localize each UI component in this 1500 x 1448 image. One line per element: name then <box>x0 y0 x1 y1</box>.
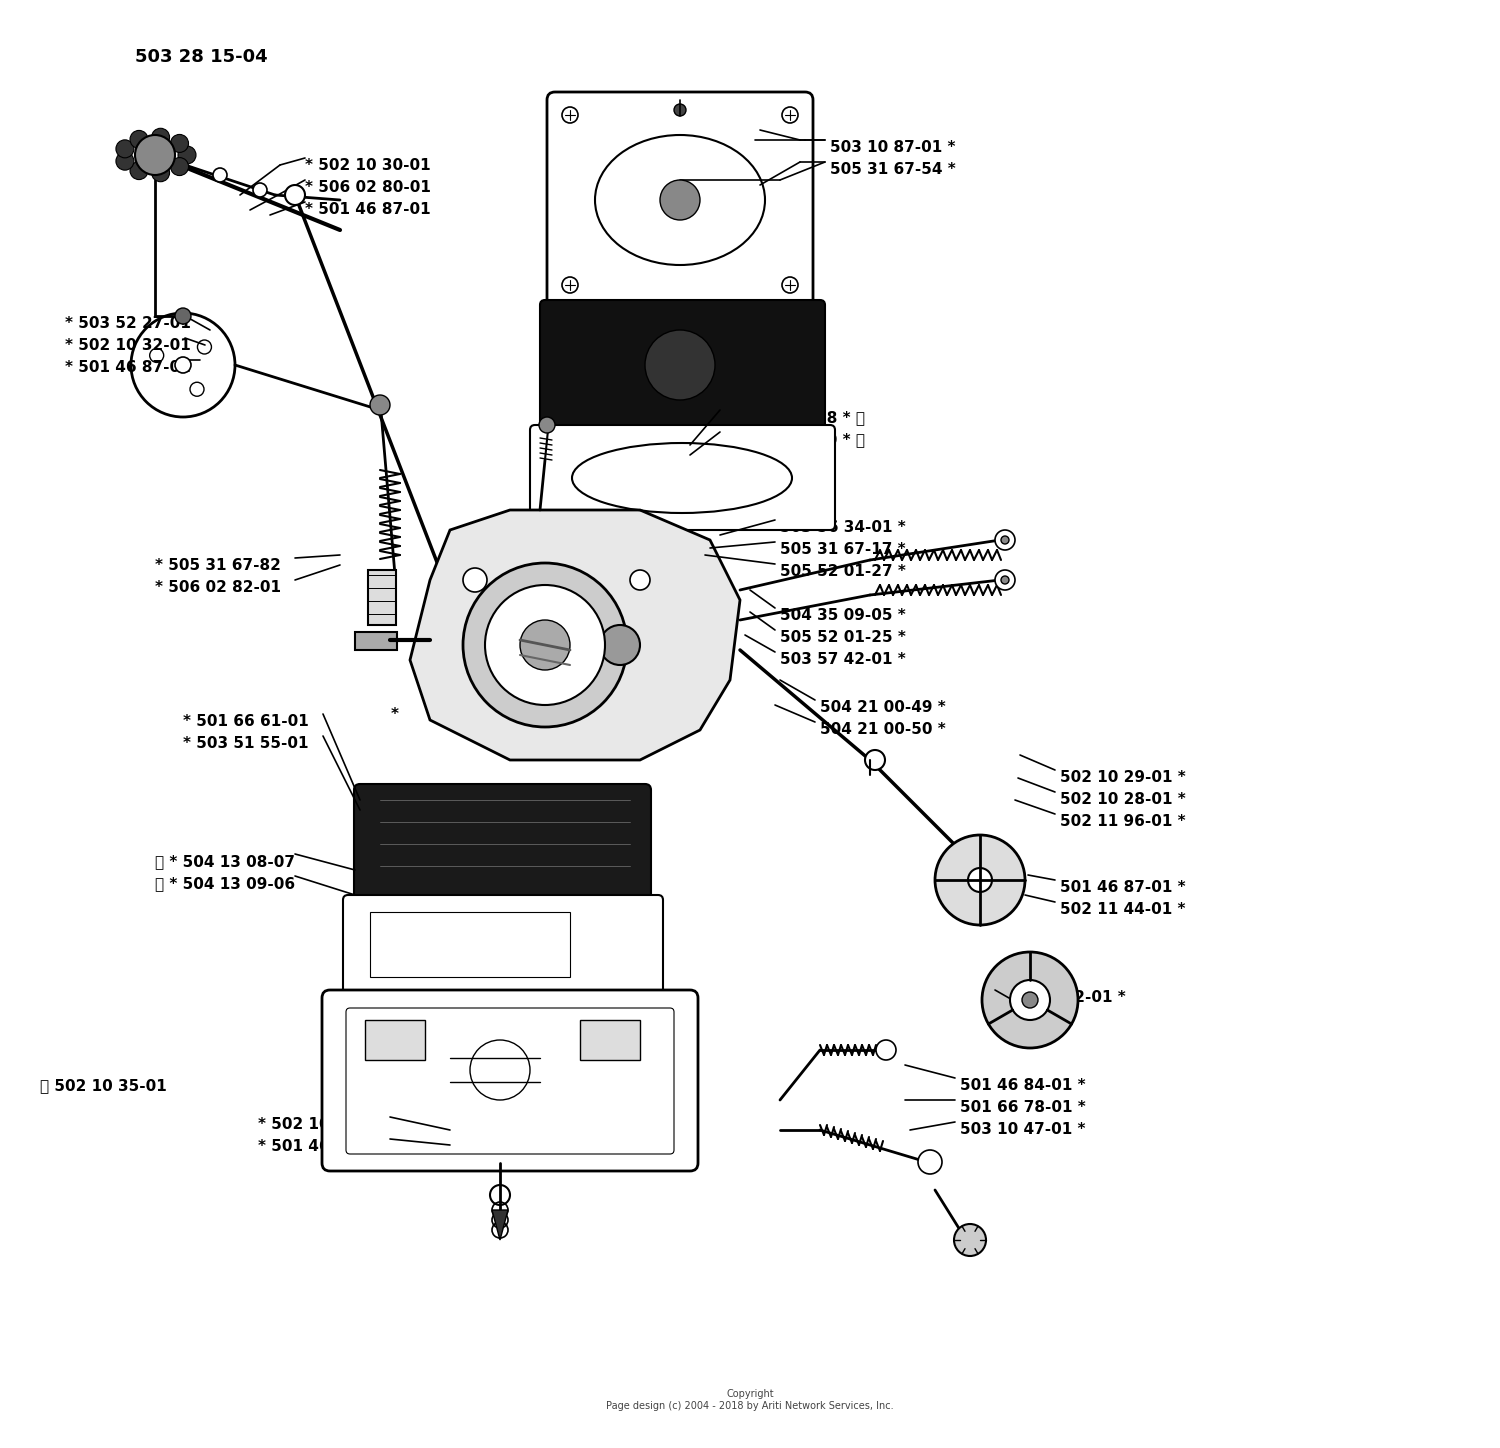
Text: * 503 51 55-01: * 503 51 55-01 <box>183 736 309 752</box>
Text: ⓢ * 504 13 09-06: ⓢ * 504 13 09-06 <box>154 876 296 891</box>
Circle shape <box>782 277 798 292</box>
Bar <box>364 1019 424 1060</box>
Circle shape <box>370 395 390 416</box>
Circle shape <box>918 1150 942 1174</box>
Bar <box>368 571 396 626</box>
Circle shape <box>116 152 134 171</box>
Text: *: * <box>392 708 399 723</box>
Text: * 503 52 27-01: * 503 52 27-01 <box>64 316 190 332</box>
Polygon shape <box>492 1211 508 1239</box>
Text: 503 10 87-01 *: 503 10 87-01 * <box>830 140 956 155</box>
Text: 501 46 87-01 *: 501 46 87-01 * <box>1060 880 1185 895</box>
Circle shape <box>130 162 148 180</box>
Circle shape <box>782 107 798 123</box>
Circle shape <box>934 835 1024 925</box>
Bar <box>356 631 398 650</box>
Text: * 502 10 21-01: * 502 10 21-01 <box>258 1116 384 1132</box>
FancyBboxPatch shape <box>344 895 663 995</box>
Circle shape <box>464 563 627 727</box>
Text: 502 11 44-01 *: 502 11 44-01 * <box>1060 902 1185 917</box>
Text: 503 56 34-01 *: 503 56 34-01 * <box>780 520 906 534</box>
Circle shape <box>954 1224 986 1255</box>
Text: * 502 10 32-01: * 502 10 32-01 <box>64 337 190 353</box>
Circle shape <box>645 330 716 400</box>
Text: 503 57 42-01 *: 503 57 42-01 * <box>780 652 906 668</box>
Text: 503 28 15-04: 503 28 15-04 <box>135 48 267 67</box>
Text: * 502 10 30-01: * 502 10 30-01 <box>304 158 430 172</box>
Text: 504 35 09-05 *: 504 35 09-05 * <box>780 608 906 623</box>
Circle shape <box>484 585 604 705</box>
Circle shape <box>562 277 578 292</box>
Circle shape <box>538 417 555 433</box>
Text: 505 52 01-10 * ⓢ: 505 52 01-10 * ⓢ <box>724 432 866 447</box>
Text: ⓢ * 504 13 08-07: ⓢ * 504 13 08-07 <box>154 854 296 869</box>
Text: * 501 46 87-01: * 501 46 87-01 <box>304 203 430 217</box>
Text: * 501 46 87-01: * 501 46 87-01 <box>64 361 190 375</box>
Circle shape <box>1000 576 1010 584</box>
Circle shape <box>865 750 885 770</box>
Circle shape <box>464 568 488 592</box>
Circle shape <box>254 182 267 197</box>
Circle shape <box>176 358 190 374</box>
Circle shape <box>176 308 190 324</box>
Text: * 506 02 80-01: * 506 02 80-01 <box>304 180 430 195</box>
Text: 504 13 08-08 * ⓢ: 504 13 08-08 * ⓢ <box>724 410 866 426</box>
Circle shape <box>1000 536 1010 544</box>
Text: 501 46 84-01 *: 501 46 84-01 * <box>960 1077 1086 1093</box>
Text: 502 10 28-01 *: 502 10 28-01 * <box>1060 792 1185 807</box>
FancyBboxPatch shape <box>322 990 698 1171</box>
Text: 505 52 01-27 *: 505 52 01-27 * <box>780 565 906 579</box>
FancyBboxPatch shape <box>354 783 651 901</box>
Text: ARiTi: ARiTi <box>530 708 660 752</box>
Text: 502 11 96-01 *: 502 11 96-01 * <box>1060 814 1185 830</box>
Circle shape <box>876 1040 896 1060</box>
Circle shape <box>116 140 134 158</box>
Bar <box>580 1019 640 1060</box>
Text: 505 52 01-25 *: 505 52 01-25 * <box>780 630 906 644</box>
Circle shape <box>520 620 570 670</box>
Circle shape <box>171 135 189 152</box>
Text: 502 10 29-01 *: 502 10 29-01 * <box>1060 770 1185 785</box>
Circle shape <box>130 130 148 148</box>
Polygon shape <box>410 510 740 760</box>
Circle shape <box>152 164 170 182</box>
Circle shape <box>630 571 650 589</box>
Text: Copyright
Page design (c) 2004 - 2018 by Ariti Network Services, Inc.: Copyright Page design (c) 2004 - 2018 by… <box>606 1389 894 1410</box>
Circle shape <box>600 626 640 665</box>
Circle shape <box>660 180 700 220</box>
Circle shape <box>968 867 992 892</box>
Circle shape <box>1022 992 1038 1008</box>
Circle shape <box>994 530 1016 550</box>
Circle shape <box>674 104 686 116</box>
Circle shape <box>982 951 1078 1048</box>
Text: * 501 46 69-01: * 501 46 69-01 <box>258 1140 384 1154</box>
Circle shape <box>152 129 170 146</box>
Circle shape <box>562 107 578 123</box>
Circle shape <box>178 146 196 164</box>
FancyBboxPatch shape <box>540 300 825 430</box>
Circle shape <box>213 168 226 182</box>
Text: 505 31 67-17 *: 505 31 67-17 * <box>780 542 906 557</box>
Text: 504 21 00-49 *: 504 21 00-49 * <box>821 699 945 715</box>
Text: * 506 02 82-01: * 506 02 82-01 <box>154 581 280 595</box>
Circle shape <box>994 571 1016 589</box>
Circle shape <box>1010 980 1050 1019</box>
Text: 505 31 67-54 *: 505 31 67-54 * <box>830 162 956 177</box>
Text: 503 10 47-01 *: 503 10 47-01 * <box>960 1122 1086 1137</box>
Text: ⓢ 502 10 35-01: ⓢ 502 10 35-01 <box>40 1077 166 1093</box>
FancyBboxPatch shape <box>530 426 836 530</box>
Circle shape <box>285 185 304 206</box>
Circle shape <box>135 135 176 175</box>
Circle shape <box>171 158 189 175</box>
Text: * 505 31 67-82: * 505 31 67-82 <box>154 557 280 573</box>
Text: 503 57 02-01 *: 503 57 02-01 * <box>1000 990 1125 1005</box>
Bar <box>370 912 570 977</box>
Text: 504 21 00-50 *: 504 21 00-50 * <box>821 723 945 737</box>
FancyBboxPatch shape <box>548 93 813 308</box>
Text: 501 66 78-01 *: 501 66 78-01 * <box>960 1100 1086 1115</box>
Text: * 501 66 61-01: * 501 66 61-01 <box>183 714 309 728</box>
